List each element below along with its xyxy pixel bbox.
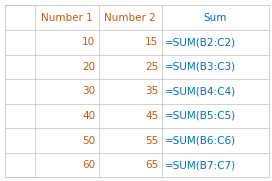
Text: 40: 40 (82, 111, 95, 121)
Text: 60: 60 (82, 160, 95, 170)
Text: =SUM(B6:C6): =SUM(B6:C6) (165, 136, 236, 146)
Text: 50: 50 (82, 136, 95, 146)
Text: =SUM(B2:C2): =SUM(B2:C2) (165, 37, 236, 47)
Text: =SUM(B4:C4): =SUM(B4:C4) (165, 86, 236, 96)
Text: 15: 15 (145, 37, 158, 47)
Text: 55: 55 (145, 136, 158, 146)
Text: 10: 10 (82, 37, 95, 47)
Text: =SUM(B5:C5): =SUM(B5:C5) (165, 111, 236, 121)
Text: 20: 20 (82, 62, 95, 72)
Text: Sum: Sum (204, 13, 227, 23)
Text: =SUM(B3:C3): =SUM(B3:C3) (165, 62, 236, 72)
Text: Number 1: Number 1 (41, 13, 93, 23)
Text: 65: 65 (145, 160, 158, 170)
Text: 35: 35 (145, 86, 158, 96)
Text: 30: 30 (82, 86, 95, 96)
Text: =SUM(B7:C7): =SUM(B7:C7) (165, 160, 236, 170)
Text: 25: 25 (145, 62, 158, 72)
Text: 45: 45 (145, 111, 158, 121)
Text: Number 2: Number 2 (104, 13, 156, 23)
